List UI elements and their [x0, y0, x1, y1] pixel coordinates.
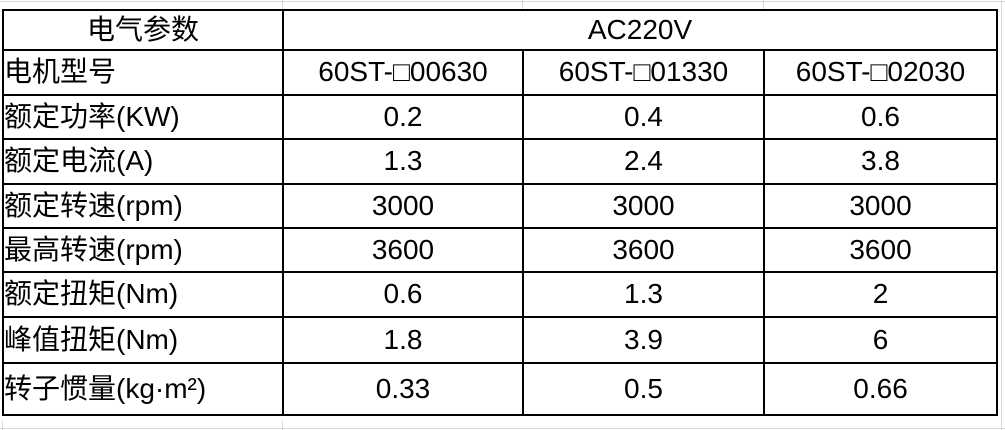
gridline-bottom-col0: [2, 421, 3, 430]
rated-current-value-1: 1.3: [282, 138, 524, 185]
rated-power-value-3: 0.6: [762, 94, 999, 140]
row-rated-speed: 额定转速(rpm) 3000 3000 3000: [2, 183, 999, 229]
peak-torque-value-1: 1.8: [282, 316, 524, 364]
row-rotor-inertia: 转子惯量(kg·m²) 0.33 0.5 0.66: [2, 362, 999, 416]
rated-torque-value-2: 1.3: [522, 271, 765, 318]
rotor-inertia-value-2: 0.5: [522, 362, 765, 416]
rotor-inertia-value-3: 0.66: [762, 362, 999, 416]
rotor-inertia-value-1: 0.33: [282, 362, 524, 416]
rated-torque-row-label: 额定扭矩(Nm): [2, 271, 284, 318]
motor-model-cell-1: 60ST-□00630: [282, 49, 524, 96]
peak-torque-value-2: 3.9: [522, 316, 765, 364]
rated-speed-value-2: 3000: [522, 183, 765, 229]
gridline-top-col2: [522, 0, 523, 9]
motor-model-row-label: 电机型号: [2, 49, 284, 96]
rated-torque-value-1: 0.6: [282, 271, 524, 318]
gridline-top-horizontal: [0, 1, 1005, 2]
rated-speed-row-label: 额定转速(rpm): [2, 183, 284, 229]
row-rated-current: 额定电流(A) 1.3 2.4 3.8: [2, 138, 999, 185]
row-electrical-params-header: 电气参数 AC220V: [2, 9, 999, 51]
rated-power-value-2: 0.4: [522, 94, 765, 140]
row-rated-power: 额定功率(KW) 0.2 0.4 0.6: [2, 94, 999, 140]
rated-current-value-3: 3.8: [762, 138, 999, 185]
voltage-header-cell: AC220V: [281, 9, 999, 51]
peak-torque-value-3: 6: [762, 316, 999, 364]
row-peak-torque: 峰值扭矩(Nm) 1.8 3.9 6: [2, 316, 999, 364]
gridline-top-col3: [763, 0, 764, 9]
max-speed-row-label: 最高转速(rpm): [2, 227, 284, 273]
rated-power-value-1: 0.2: [282, 94, 524, 140]
row-max-speed: 最高转速(rpm) 3600 3600 3600: [2, 227, 999, 273]
row-motor-model: 电机型号 60ST-□00630 60ST-□01330 60ST-□02030: [2, 49, 999, 96]
rated-power-row-label: 额定功率(KW): [2, 94, 284, 140]
rated-speed-value-1: 3000: [282, 183, 524, 229]
gridline-right-vertical: [1001, 0, 1002, 430]
peak-torque-row-label: 峰值扭矩(Nm): [2, 316, 284, 364]
electrical-params-header-cell: 电气参数: [2, 9, 284, 51]
max-speed-value-2: 3600: [522, 227, 765, 273]
max-speed-value-1: 3600: [282, 227, 524, 273]
gridline-bottom-horizontal: [0, 428, 1005, 429]
rotor-inertia-row-label: 转子惯量(kg·m²): [2, 362, 284, 416]
rated-torque-value-3: 2: [762, 271, 999, 318]
motor-model-cell-2: 60ST-□01330: [522, 49, 765, 96]
row-rated-torque: 额定扭矩(Nm) 0.6 1.3 2: [2, 271, 999, 318]
rated-current-value-2: 2.4: [522, 138, 765, 185]
gridline-top-col1: [282, 0, 283, 9]
rated-speed-value-3: 3000: [762, 183, 999, 229]
motor-spec-table: 电气参数 AC220V 电机型号 60ST-□00630 60ST-□01330…: [2, 9, 999, 416]
motor-model-cell-3: 60ST-□02030: [762, 49, 999, 96]
rated-current-row-label: 额定电流(A): [2, 138, 284, 185]
gridline-bottom-col1: [282, 421, 283, 430]
max-speed-value-3: 3600: [762, 227, 999, 273]
